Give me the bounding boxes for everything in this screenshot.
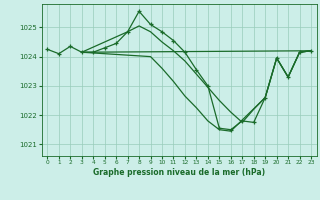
X-axis label: Graphe pression niveau de la mer (hPa): Graphe pression niveau de la mer (hPa) (93, 168, 265, 177)
